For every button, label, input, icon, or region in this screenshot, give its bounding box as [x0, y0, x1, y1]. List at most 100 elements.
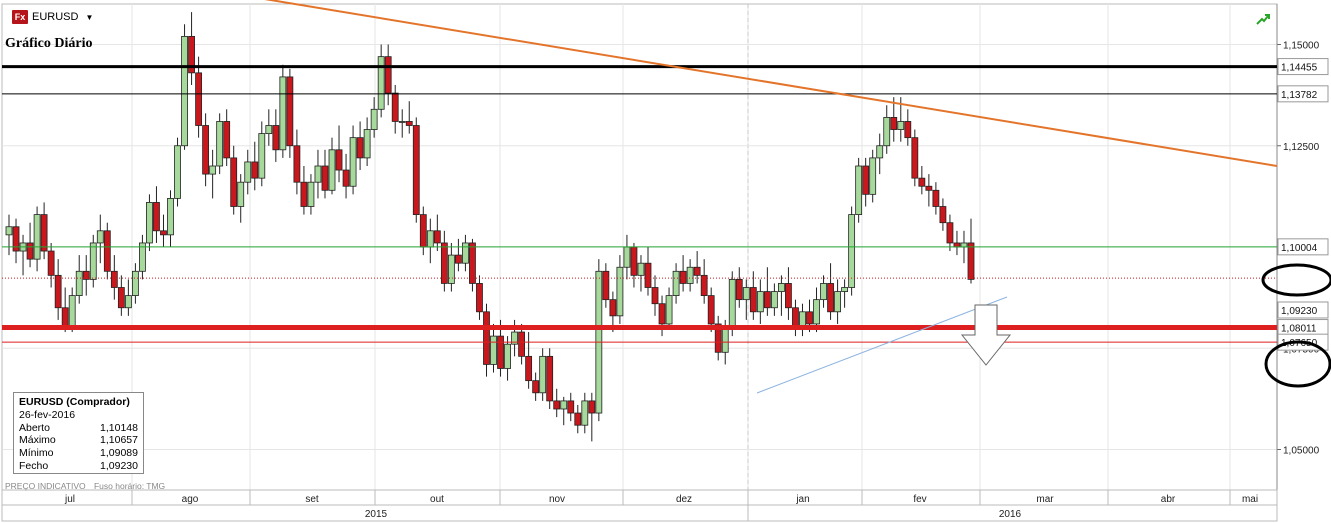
candle-body	[700, 274, 708, 297]
candle-body	[146, 202, 153, 244]
candle-body	[869, 157, 877, 195]
candle-body	[103, 230, 111, 272]
level-label-box	[1277, 85, 1329, 103]
candle-body	[616, 266, 624, 317]
candle-body	[925, 185, 933, 191]
candle-body	[26, 242, 34, 260]
month-label: out	[430, 494, 444, 505]
candle-body	[644, 262, 652, 288]
candle-body	[497, 335, 504, 369]
candle-body	[230, 157, 238, 207]
ohlc-date: 26-fev-2016	[19, 408, 76, 421]
month-label: jul	[64, 494, 75, 505]
ohlc-value: 1,10657	[100, 434, 138, 447]
candle-body	[778, 283, 785, 292]
trend-tool-icon[interactable]	[1256, 12, 1270, 26]
candle-body	[911, 137, 919, 179]
candle-body	[483, 311, 490, 365]
candle-body	[370, 108, 378, 130]
year-axis	[1, 504, 1278, 522]
month-label: jan	[795, 494, 809, 505]
ohlc-row: Mínimo 1,09089	[19, 447, 138, 460]
candle-body	[426, 230, 434, 248]
ohlc-info-box: EURUSD (Comprador) 26-fev-2016 Aberto 1,1…	[13, 392, 144, 474]
candle-body	[139, 242, 146, 272]
month-label: fev	[913, 494, 926, 505]
candle-body	[623, 246, 631, 268]
candle-body	[181, 36, 188, 147]
candle-body	[749, 287, 757, 313]
candle-body	[75, 270, 83, 296]
level-label: 1,14455	[1281, 63, 1318, 74]
ohlc-label: Aberto	[19, 421, 50, 434]
candle-body	[890, 117, 898, 130]
month-label: abr	[1161, 494, 1176, 505]
candle-body	[82, 270, 90, 280]
ohlc-value: 1,09089	[100, 447, 138, 460]
month-label: mai	[1242, 494, 1258, 505]
candle-body	[33, 214, 41, 260]
candle-body	[469, 242, 476, 284]
candle-body	[735, 278, 743, 301]
ohlc-title: EURUSD (Comprador)	[19, 396, 130, 408]
candle-body	[806, 311, 813, 325]
candle-body	[384, 56, 392, 94]
candle-body	[61, 307, 69, 329]
candle-body	[363, 129, 371, 159]
candle-body	[820, 283, 827, 301]
candle-body	[335, 149, 343, 171]
candle-body	[756, 291, 764, 313]
candle-body	[532, 380, 540, 394]
candle-body	[124, 295, 132, 309]
candle-body	[904, 121, 912, 139]
candle-body	[813, 299, 820, 325]
chevron-down-icon[interactable]: ▼	[85, 12, 94, 22]
candle-body	[525, 355, 533, 382]
month-label: mar	[1036, 494, 1054, 505]
candle-body	[462, 242, 469, 264]
level-label-box	[1277, 58, 1329, 76]
candles	[5, 12, 975, 442]
month-label: dez	[676, 494, 692, 505]
level-label: 1,09230	[1281, 306, 1318, 317]
candle-body	[188, 36, 195, 74]
candle-body	[841, 287, 849, 292]
y-axis: 1,150001,125001,100001,075001,050001,144…	[1276, 4, 1329, 490]
candle-body	[265, 125, 273, 135]
levels	[2, 65, 1277, 343]
candle-body	[174, 145, 181, 199]
highlight-circle	[1264, 340, 1331, 388]
candle-body	[321, 165, 329, 191]
candle-body	[89, 242, 97, 280]
level-label-box	[1277, 238, 1329, 256]
year-label: 2015	[365, 509, 388, 520]
candle-body	[447, 254, 455, 284]
candle-body	[391, 92, 399, 122]
candle-body	[153, 202, 160, 232]
ohlc-row: Máximo 1,10657	[19, 434, 138, 447]
candle-body	[848, 214, 856, 288]
candle-body	[342, 169, 350, 187]
candle-body	[932, 189, 940, 207]
candle-body	[96, 230, 104, 244]
chart-header[interactable]: Fx EURUSD ▼	[12, 10, 93, 24]
candle-body	[770, 291, 778, 309]
candle-body	[314, 165, 322, 183]
candle-body	[419, 214, 427, 248]
candle-body	[293, 145, 301, 183]
symbol-label[interactable]: EURUSD	[32, 11, 79, 23]
year-label: 2016	[999, 509, 1022, 520]
candle-body	[377, 56, 385, 110]
ohlc-label: Fecho	[19, 459, 49, 472]
candle-body	[967, 242, 975, 280]
candle-body	[560, 400, 568, 410]
candle-body	[251, 161, 259, 179]
support-trendline	[756, 296, 1008, 394]
highlight-circle	[1261, 263, 1331, 297]
ohlc-value: 1,09230	[100, 459, 138, 472]
candle-body	[630, 246, 638, 276]
candle-body	[160, 230, 167, 236]
candle-body	[258, 133, 266, 179]
candle-body	[876, 145, 884, 159]
candle-body	[131, 270, 139, 296]
